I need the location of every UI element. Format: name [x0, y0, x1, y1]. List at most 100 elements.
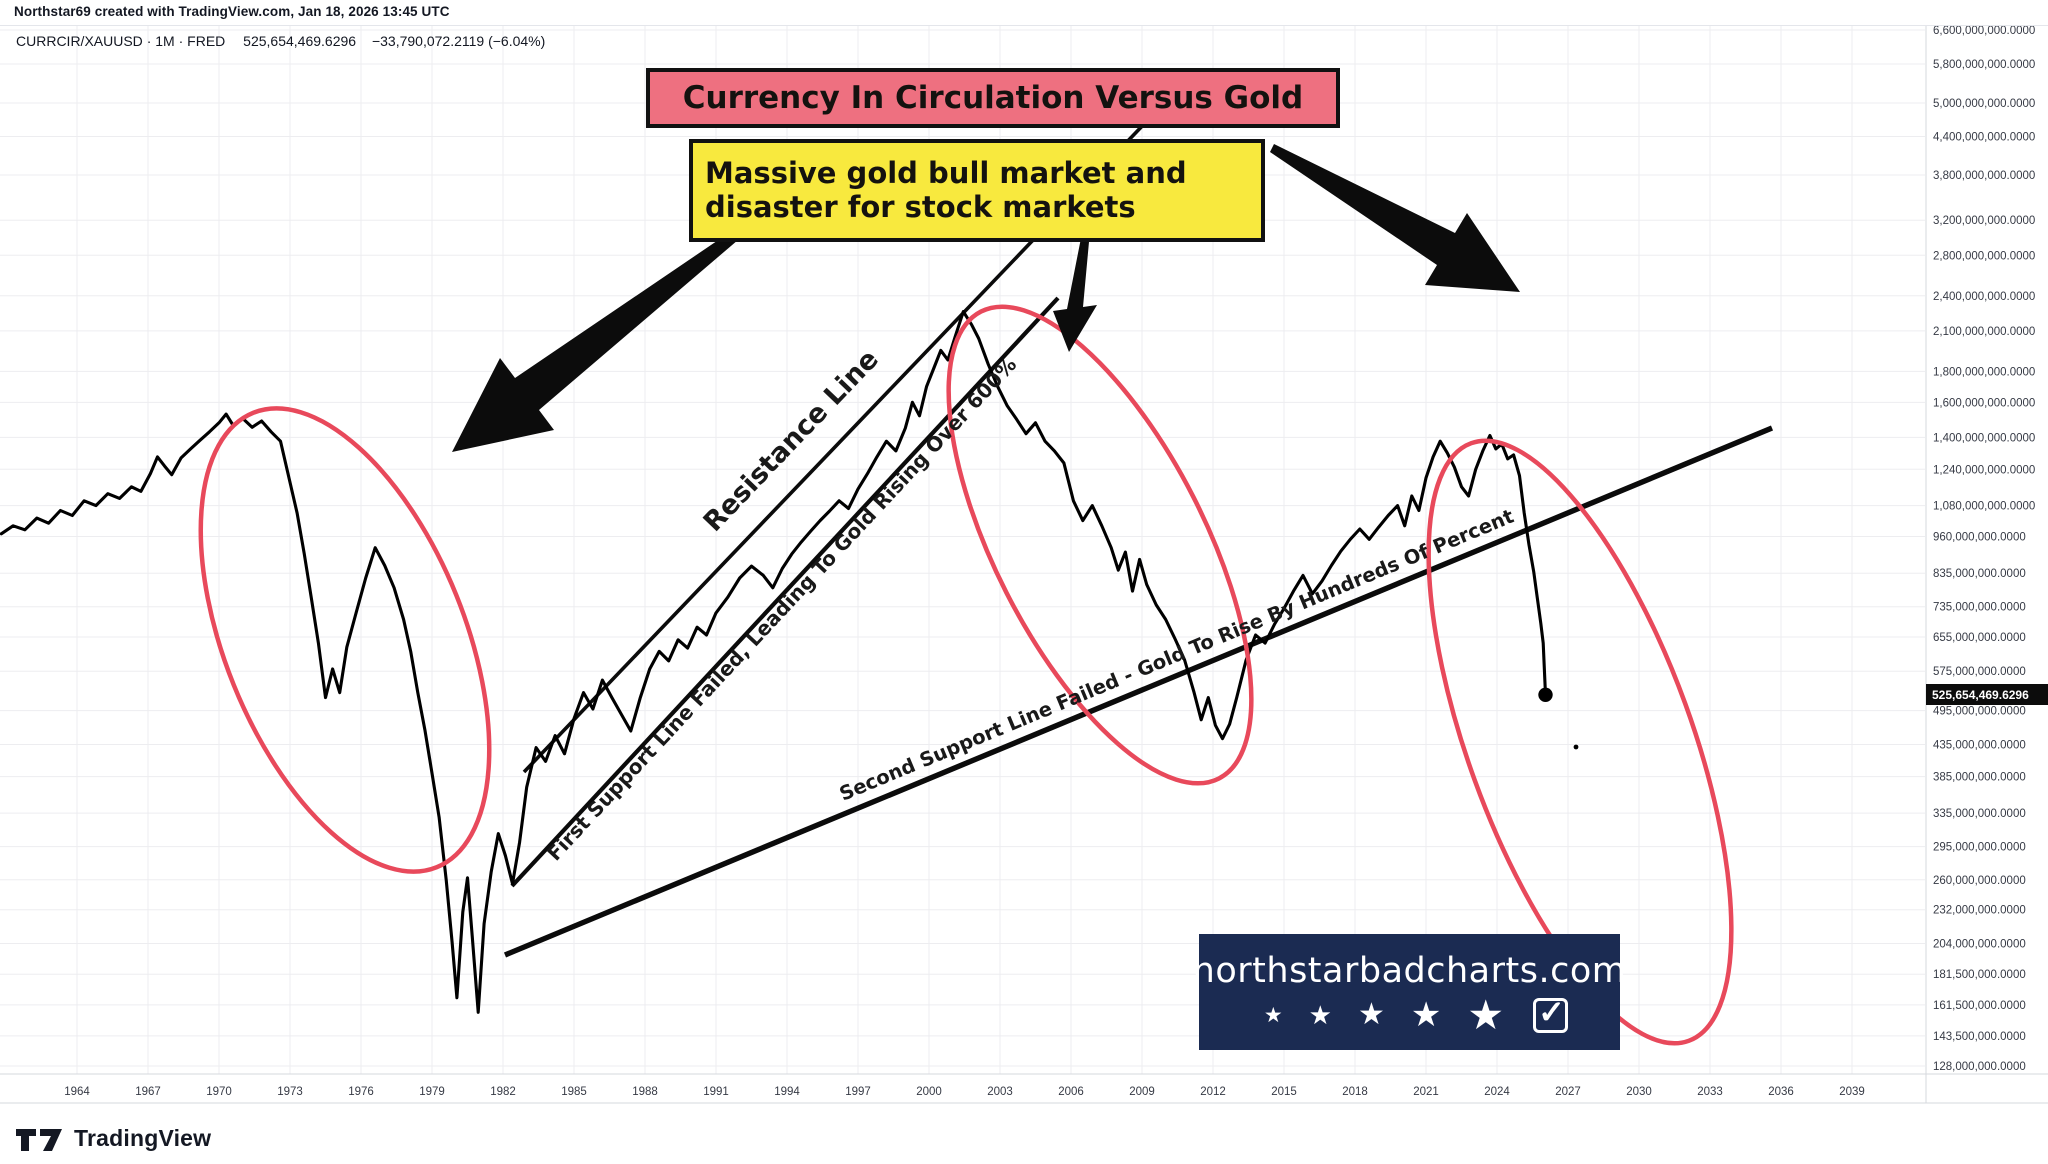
year-tick-label[interactable]: 2009 — [1129, 1086, 1155, 1098]
year-tick-label[interactable]: 2033 — [1697, 1086, 1723, 1098]
data-source: FRED — [187, 33, 226, 49]
price-tick-label[interactable]: 495,000,000.0000 — [1933, 706, 2026, 718]
year-tick-label[interactable]: 1988 — [632, 1086, 658, 1098]
change-value: −33,790,072.2119 (−6.04%) — [371, 33, 546, 49]
price-tick-label[interactable]: 181,500,000.0000 — [1933, 969, 2026, 981]
last-price-dot — [1538, 687, 1553, 702]
tradingview-logo[interactable]: TradingView — [14, 1122, 211, 1154]
second-support-trendline[interactable] — [503, 425, 1774, 958]
grid-lines — [0, 25, 1925, 1074]
price-tick-label[interactable]: 161,500,000.0000 — [1933, 1000, 2026, 1012]
price-tick-label[interactable]: 960,000,000.0000 — [1933, 532, 2026, 544]
subtitle-line-1: Massive gold bull market and — [705, 155, 1187, 190]
year-tick-label[interactable]: 2018 — [1342, 1086, 1368, 1098]
star-icon: ★ — [1263, 1003, 1283, 1027]
star-icon: ★ — [1357, 998, 1385, 1031]
price-tick-label[interactable]: 1,600,000,000.0000 — [1933, 397, 2035, 409]
year-tick-label[interactable]: 2024 — [1484, 1086, 1510, 1098]
price-tick-label[interactable]: 1,800,000,000.0000 — [1933, 366, 2035, 378]
price-tick-label[interactable]: 260,000,000.0000 — [1933, 875, 2026, 887]
price-axis[interactable]: 6,600,000,000.0000 5,800,000,000.0000 5,00… — [1933, 25, 2035, 1073]
last-price-tag-value: 525,654,469.6296 — [1932, 688, 2029, 702]
price-tick-label[interactable]: 204,000,000.0000 — [1933, 938, 2026, 950]
price-tick-label[interactable]: 655,000,000.0000 — [1933, 632, 2026, 644]
price-tick-label[interactable]: 295,000,000.0000 — [1933, 842, 2026, 854]
price-tick-label[interactable]: 435,000,000.0000 — [1933, 740, 2026, 752]
year-tick-label[interactable]: 1964 — [64, 1086, 90, 1098]
price-tick-label[interactable]: 128,000,000.0000 — [1933, 1061, 2026, 1073]
year-tick-label[interactable]: 1973 — [277, 1086, 303, 1098]
title-callout[interactable]: Currency In Circulation Versus Gold — [646, 68, 1340, 128]
price-tick-label[interactable]: 385,000,000.0000 — [1933, 772, 2026, 784]
year-tick-label[interactable]: 1991 — [703, 1086, 729, 1098]
arrow-middle-icon — [1053, 231, 1097, 352]
price-tick-label[interactable]: 2,800,000,000.0000 — [1933, 250, 2035, 262]
year-tick-label[interactable]: 2003 — [987, 1086, 1013, 1098]
year-tick-label[interactable]: 1967 — [135, 1086, 161, 1098]
header-divider — [0, 25, 2048, 26]
checkbox-icon: ✓ — [1533, 994, 1569, 1033]
chart-title: Currency In Circulation Versus Gold — [682, 80, 1304, 116]
year-tick-label[interactable]: 2012 — [1200, 1086, 1226, 1098]
northstar-badge: northstarbadcharts.com ★ ★ ★ ★ ★ ✓ — [1193, 934, 1626, 1050]
arrow-right-icon — [1270, 144, 1520, 292]
arrow-left-icon — [452, 226, 745, 452]
price-tick-label[interactable]: 3,800,000,000.0000 — [1933, 170, 2035, 182]
star-icon: ★ — [1410, 996, 1442, 1034]
year-tick-label[interactable]: 1976 — [348, 1086, 374, 1098]
price-tick-label[interactable]: 335,000,000.0000 — [1933, 808, 2026, 820]
year-tick-label[interactable]: 2030 — [1626, 1086, 1652, 1098]
price-tick-label[interactable]: 4,400,000,000.0000 — [1933, 132, 2035, 144]
year-tick-label[interactable]: 2000 — [916, 1086, 942, 1098]
star-icon: ★ — [1467, 991, 1505, 1038]
price-tick-label[interactable]: 735,000,000.0000 — [1933, 602, 2026, 614]
price-tick-label[interactable]: 5,800,000,000.0000 — [1933, 59, 2035, 71]
price-tick-label[interactable]: 1,400,000,000.0000 — [1933, 432, 2035, 444]
year-tick-label[interactable]: 2006 — [1058, 1086, 1084, 1098]
symbol-info-bar[interactable]: CURRCIR/XAUUSD · 1M · FRED 525,654,469.6… — [16, 33, 545, 49]
resistance-line-label[interactable]: Resistance Line — [698, 344, 885, 538]
price-tick-label[interactable]: 835,000,000.0000 — [1933, 568, 2026, 580]
year-tick-label[interactable]: 1982 — [490, 1086, 516, 1098]
year-tick-label[interactable]: 2015 — [1271, 1086, 1297, 1098]
subtitle-callout[interactable]: Massive gold bull market and disaster fo… — [689, 139, 1265, 242]
interval-value: 1M — [155, 33, 175, 49]
year-tick-label[interactable]: 2036 — [1768, 1086, 1794, 1098]
price-tick-label[interactable]: 2,100,000,000.0000 — [1933, 326, 2035, 338]
price-tick-label[interactable]: 232,000,000.0000 — [1933, 905, 2026, 917]
tradingview-wordmark: TradingView — [74, 1124, 212, 1151]
tradingview-mark-icon — [16, 1129, 62, 1151]
stray-dot — [1573, 744, 1579, 750]
last-value: 525,654,469.6296 — [243, 33, 357, 49]
year-tick-label[interactable]: 1997 — [845, 1086, 871, 1098]
year-tick-label[interactable]: 1979 — [419, 1086, 445, 1098]
year-tick-label[interactable]: 1970 — [206, 1086, 232, 1098]
time-axis[interactable]: 1964 1967 1970 1973 1976 1979 1982 1985 1988 1991… — [64, 1086, 1865, 1098]
credit-line: Northstar69 created with TradingView.com… — [14, 4, 450, 19]
subtitle-line-2: disaster for stock markets — [705, 189, 1136, 224]
year-tick-label[interactable]: 2027 — [1555, 1086, 1581, 1098]
price-tick-label[interactable]: 3,200,000,000.0000 — [1933, 215, 2035, 227]
last-price-tag: 525,654,469.6296 — [1926, 684, 2048, 705]
price-tick-label[interactable]: 1,080,000,000.0000 — [1933, 501, 2035, 513]
star-icon: ★ — [1308, 1000, 1332, 1030]
year-tick-label[interactable]: 2039 — [1839, 1086, 1865, 1098]
price-tick-label[interactable]: 6,600,000,000.0000 — [1933, 25, 2035, 37]
first-support-trendline[interactable] — [510, 296, 1060, 888]
price-tick-label[interactable]: 5,000,000,000.0000 — [1933, 98, 2035, 110]
badge-domain: northstarbadcharts.com — [1192, 950, 1627, 991]
highlight-ellipse-1970s — [198, 406, 492, 874]
year-tick-label[interactable]: 1985 — [561, 1086, 587, 1098]
star-rating: ★ ★ ★ ★ ★ ✓ — [1251, 991, 1569, 1038]
highlight-ellipse-2020s — [1426, 438, 1734, 1046]
second-support-label[interactable]: Second Support Line Failed - Gold To Ris… — [836, 505, 1517, 806]
price-tick-label[interactable]: 1,240,000,000.0000 — [1933, 464, 2035, 476]
price-tick-label[interactable]: 575,000,000.0000 — [1933, 666, 2026, 678]
year-tick-label[interactable]: 2021 — [1413, 1086, 1439, 1098]
price-tick-label[interactable]: 143,500,000.0000 — [1933, 1031, 2026, 1043]
symbol-name[interactable]: CURRCIR/XAUUSD · 1M · FRED — [16, 33, 226, 49]
year-tick-label[interactable]: 1994 — [774, 1086, 800, 1098]
price-tick-label[interactable]: 2,400,000,000.0000 — [1933, 291, 2035, 303]
